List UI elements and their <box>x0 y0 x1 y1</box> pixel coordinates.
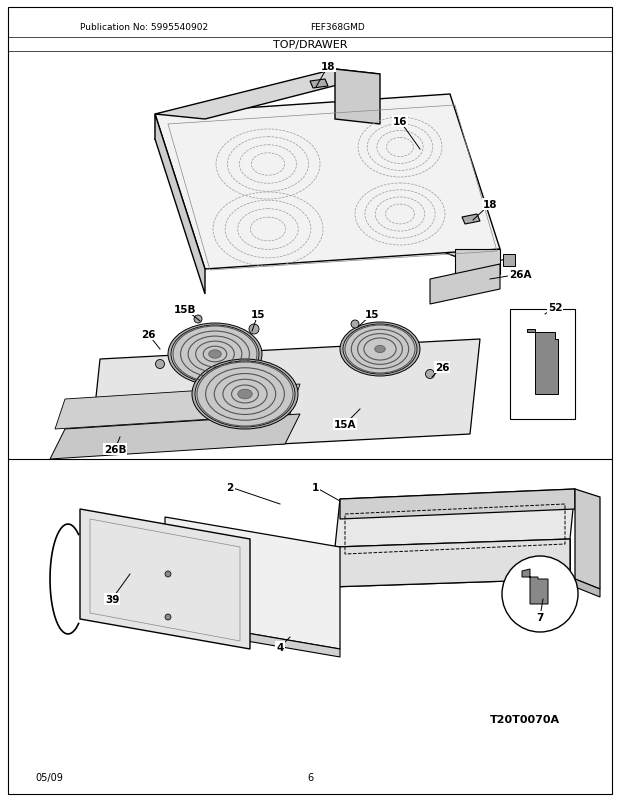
Polygon shape <box>335 489 575 547</box>
Text: 7: 7 <box>536 612 544 622</box>
Ellipse shape <box>192 359 298 429</box>
Polygon shape <box>165 619 340 657</box>
Polygon shape <box>155 95 500 269</box>
Polygon shape <box>330 539 570 587</box>
Polygon shape <box>50 415 300 460</box>
Polygon shape <box>575 489 600 589</box>
Text: Publication No: 5995540902: Publication No: 5995540902 <box>80 23 208 32</box>
Ellipse shape <box>168 323 262 386</box>
Circle shape <box>194 316 202 323</box>
Polygon shape <box>340 489 575 520</box>
Text: 26: 26 <box>141 330 155 339</box>
Circle shape <box>165 571 171 577</box>
Text: 15: 15 <box>250 310 265 320</box>
Polygon shape <box>455 249 500 274</box>
Polygon shape <box>80 509 250 649</box>
Circle shape <box>156 360 164 369</box>
Text: 26A: 26A <box>509 269 531 280</box>
Ellipse shape <box>374 346 385 353</box>
Text: 52: 52 <box>547 302 562 313</box>
Text: 1: 1 <box>311 482 319 492</box>
Polygon shape <box>462 215 480 225</box>
Circle shape <box>351 321 359 329</box>
Polygon shape <box>310 80 328 89</box>
Ellipse shape <box>343 325 417 375</box>
Polygon shape <box>155 115 205 294</box>
Text: T20T0070A: T20T0070A <box>490 714 560 724</box>
Polygon shape <box>522 569 548 604</box>
Ellipse shape <box>171 326 259 383</box>
Polygon shape <box>155 70 380 119</box>
Text: 15A: 15A <box>334 419 356 429</box>
Polygon shape <box>575 579 600 597</box>
Text: 39: 39 <box>105 594 119 604</box>
Polygon shape <box>55 384 300 429</box>
Text: 2: 2 <box>226 482 234 492</box>
Text: 6: 6 <box>307 772 313 782</box>
Text: 18: 18 <box>321 62 335 72</box>
Text: 26: 26 <box>435 363 449 373</box>
Text: 26B: 26B <box>104 444 126 455</box>
Text: 15B: 15B <box>174 305 197 314</box>
Polygon shape <box>527 330 558 395</box>
Bar <box>503 255 515 267</box>
Text: 05/09: 05/09 <box>35 772 63 782</box>
Text: 16: 16 <box>392 117 407 127</box>
Polygon shape <box>90 339 480 455</box>
Circle shape <box>165 614 171 620</box>
Ellipse shape <box>340 322 420 376</box>
Text: 15: 15 <box>365 310 379 320</box>
Text: 4: 4 <box>277 642 284 652</box>
Ellipse shape <box>238 390 252 399</box>
Ellipse shape <box>209 350 221 358</box>
Circle shape <box>425 370 435 379</box>
Polygon shape <box>510 310 575 419</box>
Polygon shape <box>335 70 380 125</box>
Text: FEF368GMD: FEF368GMD <box>310 23 365 32</box>
Circle shape <box>249 325 259 334</box>
Ellipse shape <box>195 362 295 427</box>
Circle shape <box>502 557 578 632</box>
Text: 18: 18 <box>483 200 497 210</box>
Text: TOP/DRAWER: TOP/DRAWER <box>273 40 347 50</box>
Polygon shape <box>165 517 340 649</box>
Polygon shape <box>430 265 500 305</box>
